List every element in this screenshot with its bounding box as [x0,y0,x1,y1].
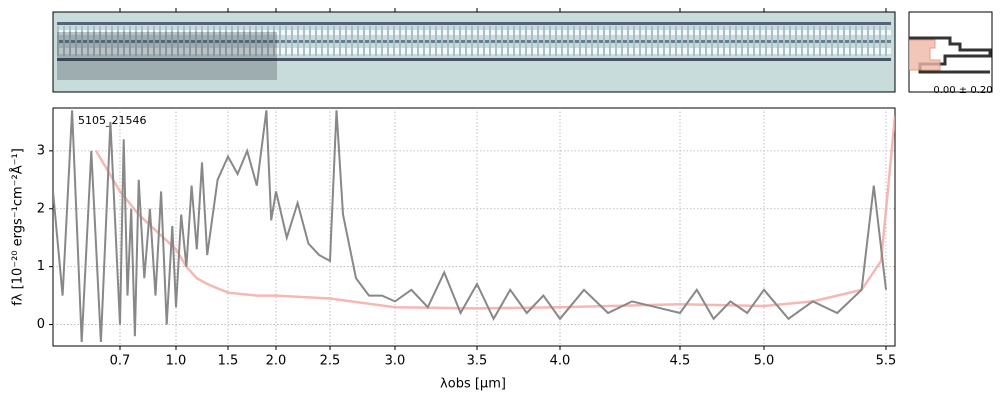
y-tick-label: 0 [37,317,45,332]
spectrum-2d-panel [52,11,896,93]
profile-panel: 0.00 ± 0.20 [908,11,993,96]
x-axis-label: λobs [μm] [440,377,506,392]
x-tick-label: 5.0 [754,354,775,369]
y-tick-label: 1 [37,259,45,274]
x-tick-label: 1.0 [166,354,187,369]
x-tick-label: 4.0 [550,354,571,369]
x-tick-label: 0.7 [110,354,131,369]
x-tick-label: 5.5 [876,354,897,369]
y-axis-label: fλ [10⁻²⁰ ergs⁻¹cm⁻²Å⁻¹] [10,148,26,306]
x-tick-label: 2.0 [266,354,287,369]
annotation-box [70,112,148,130]
x-tick-label: 4.5 [670,354,691,369]
data-line [53,110,887,342]
plot-frame [52,107,896,347]
x-tick-label: 2.5 [320,354,341,369]
profile-label: 0.00 ± 0.20 [933,85,992,96]
annotation: 5105_21546 [78,114,147,127]
x-tick-label: 3.5 [467,354,488,369]
x-tick-label: 1.5 [218,354,239,369]
x-tick-label: 3.0 [385,354,406,369]
y-tick-label: 2 [37,201,45,216]
y-tick-label: 3 [37,143,45,158]
data-line [95,115,895,310]
